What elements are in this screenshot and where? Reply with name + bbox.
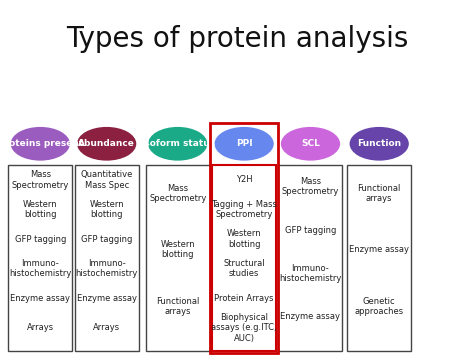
Text: Proteins present: Proteins present bbox=[0, 139, 83, 148]
Text: GFP tagging: GFP tagging bbox=[285, 225, 336, 235]
Text: Types of protein analysis: Types of protein analysis bbox=[66, 25, 408, 53]
Text: Immuno-
histochemistry: Immuno- histochemistry bbox=[9, 259, 72, 278]
Bar bbox=[347, 165, 411, 351]
Ellipse shape bbox=[11, 127, 70, 160]
Text: Isoform status: Isoform status bbox=[141, 139, 215, 148]
Text: Y2H: Y2H bbox=[236, 175, 253, 184]
Text: Western
blotting: Western blotting bbox=[227, 229, 262, 249]
Text: Enzyme assay: Enzyme assay bbox=[77, 294, 137, 303]
Text: Functional
arrays: Functional arrays bbox=[357, 184, 401, 203]
Text: Quantitative
Mass Spec: Quantitative Mass Spec bbox=[81, 170, 133, 190]
Ellipse shape bbox=[77, 127, 136, 160]
Text: Immuno-
histochemistry: Immuno- histochemistry bbox=[75, 259, 138, 278]
Text: Tagging + Mass
Spectrometry: Tagging + Mass Spectrometry bbox=[211, 200, 277, 219]
Text: GFP tagging: GFP tagging bbox=[81, 235, 132, 244]
Ellipse shape bbox=[214, 127, 273, 160]
Text: Mass
Spectrometry: Mass Spectrometry bbox=[11, 170, 69, 190]
Bar bbox=[210, 124, 279, 353]
Bar bbox=[212, 165, 276, 351]
Text: Arrays: Arrays bbox=[93, 323, 120, 332]
Text: Biophysical
assays (e.g.ITC,
AUC): Biophysical assays (e.g.ITC, AUC) bbox=[211, 313, 277, 343]
Text: Enzyme assay: Enzyme assay bbox=[10, 294, 70, 303]
Bar bbox=[278, 165, 342, 351]
Bar bbox=[8, 165, 72, 351]
Text: Western
blotting: Western blotting bbox=[89, 200, 124, 219]
Text: Arrays: Arrays bbox=[27, 323, 54, 332]
Text: Mass
Spectrometry: Mass Spectrometry bbox=[149, 184, 207, 203]
Text: Enzyme assay: Enzyme assay bbox=[281, 312, 340, 321]
Text: Mass
Spectrometry: Mass Spectrometry bbox=[282, 177, 339, 196]
Text: Abundance: Abundance bbox=[78, 139, 135, 148]
Ellipse shape bbox=[281, 127, 340, 160]
Text: Structural
studies: Structural studies bbox=[223, 259, 265, 278]
Text: Functional
arrays: Functional arrays bbox=[156, 296, 200, 316]
Text: Western
blotting: Western blotting bbox=[23, 200, 58, 219]
Text: Protein Arrays: Protein Arrays bbox=[214, 294, 274, 303]
Bar bbox=[75, 165, 138, 351]
Text: Genetic
approaches: Genetic approaches bbox=[355, 296, 404, 316]
Text: PPI: PPI bbox=[236, 139, 253, 148]
Text: Immuno-
histochemistry: Immuno- histochemistry bbox=[279, 264, 342, 283]
Text: SCL: SCL bbox=[301, 139, 320, 148]
Text: Function: Function bbox=[357, 139, 401, 148]
Ellipse shape bbox=[349, 127, 409, 160]
Bar bbox=[146, 165, 210, 351]
Text: Western
blotting: Western blotting bbox=[160, 240, 195, 260]
Ellipse shape bbox=[148, 127, 207, 160]
Text: Enzyme assay: Enzyme assay bbox=[349, 245, 409, 254]
Text: GFP tagging: GFP tagging bbox=[15, 235, 66, 244]
